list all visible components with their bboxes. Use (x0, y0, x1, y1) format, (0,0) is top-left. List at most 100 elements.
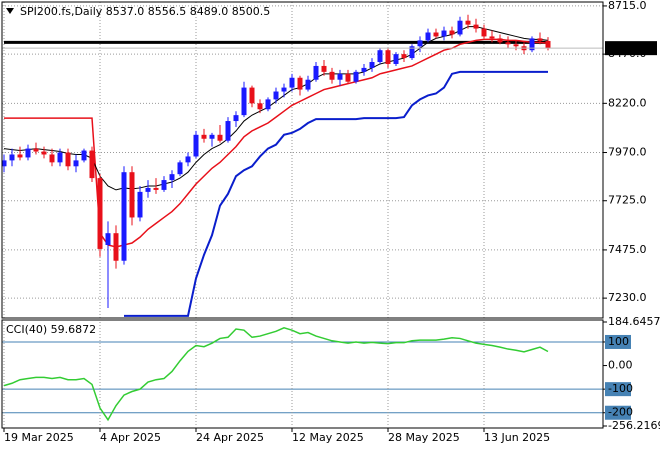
candle-body (297, 77, 303, 90)
candle-body (49, 154, 55, 163)
y-tick-label: -256.2169 (608, 419, 660, 432)
candle-body (81, 150, 87, 161)
level-label-box (605, 382, 631, 397)
candle-body (241, 87, 247, 116)
indicator-line (124, 70, 548, 317)
candle-body (129, 172, 135, 218)
candle-body (89, 150, 95, 179)
candle-body (169, 174, 175, 181)
x-tick-label: 28 May 2025 (388, 431, 460, 444)
candle-body (425, 32, 431, 41)
y-tick-label: -100 (608, 382, 633, 395)
candle-body (193, 134, 199, 157)
candle-body (145, 187, 151, 192)
candle-body (137, 191, 143, 218)
candle-body (105, 233, 111, 246)
candle-body (537, 38, 543, 41)
y-tick-label: -200 (608, 406, 633, 419)
x-tick-label: 13 Jun 2025 (484, 431, 550, 444)
candle-body (281, 87, 287, 92)
candle-body (369, 62, 375, 68)
candle-body (201, 134, 207, 139)
candle-body (409, 46, 415, 59)
indicator-line (3, 327, 549, 422)
candle-body (433, 32, 439, 37)
x-tick-label: 12 May 2025 (292, 431, 364, 444)
candle-body (217, 134, 223, 141)
candle-body (185, 156, 191, 163)
y-tick-label: 7475.0 (608, 243, 647, 256)
candle-body (17, 154, 23, 158)
candle-body (161, 180, 167, 190)
y-tick-label: 0.00 (608, 359, 633, 372)
candle-body (529, 38, 535, 51)
y-tick-label: 184.6457 (608, 315, 660, 328)
cci-title: CCI(40) 59.6872 (6, 323, 96, 336)
y-tick-label: 7230.0 (608, 291, 647, 304)
candle-body (329, 71, 335, 80)
candle-body (401, 54, 407, 59)
candle-body (41, 151, 47, 155)
candle-body (489, 36, 495, 39)
candle-body (249, 87, 255, 104)
candle-body (225, 121, 231, 141)
cci-panel-frame (1, 319, 604, 429)
candle-body (257, 103, 263, 110)
candle-body (385, 50, 391, 64)
x-tick-label: 24 Apr 2025 (196, 431, 264, 444)
candle-body (321, 65, 327, 72)
candle-body (1, 160, 7, 167)
candle-body (497, 38, 503, 43)
candle-body (209, 134, 215, 139)
candle-body (121, 172, 127, 261)
candle-body (377, 50, 383, 63)
candle-body (233, 115, 239, 122)
candle-body (457, 20, 463, 35)
candle-body (273, 91, 279, 100)
y-tick-label: 7725.0 (608, 194, 647, 207)
candle-body (513, 44, 519, 47)
candle-body (313, 65, 319, 80)
candle-body (25, 148, 31, 158)
candle-body (473, 24, 479, 29)
candle-body (265, 99, 271, 110)
candle-body (361, 67, 367, 72)
candle-body (545, 40, 551, 49)
candle-body (305, 79, 311, 90)
chart-title: SPI200.fs,Daily 8537.0 8556.5 8489.0 850… (20, 5, 270, 18)
candle-body (65, 152, 71, 167)
y-tick-label: 8715.0 (608, 0, 647, 12)
y-tick-label: 100 (608, 335, 629, 348)
candle-body (177, 162, 183, 175)
candle-body (33, 148, 39, 152)
candle-body (73, 160, 79, 167)
candle-body (113, 233, 119, 261)
last-price-box (605, 41, 657, 56)
candle-body (441, 30, 447, 37)
level-label-box (605, 334, 631, 349)
candle-body (393, 54, 399, 64)
x-tick-label: 4 Apr 2025 (100, 431, 161, 444)
candle-body (9, 154, 15, 161)
candle-body (97, 178, 103, 249)
level-label-box (605, 405, 631, 420)
candle-body (449, 30, 455, 35)
collapse-icon[interactable] (6, 8, 14, 14)
candle-body (417, 40, 423, 47)
candle-body (345, 73, 351, 82)
candle-body (465, 20, 471, 25)
candle-body (57, 152, 63, 163)
indicator-line (4, 38, 549, 248)
main-panel-frame (1, 1, 604, 319)
candle-body (289, 77, 295, 88)
y-tick-label: 8220.0 (608, 96, 647, 109)
candle-body (153, 187, 159, 190)
candle-body (505, 42, 511, 45)
y-tick-label: 7970.0 (608, 146, 647, 159)
x-tick-label: 19 Mar 2025 (4, 431, 74, 444)
candle-body (337, 73, 343, 80)
last-price-label: 8500.5 (608, 41, 647, 54)
candle-body (353, 71, 359, 82)
